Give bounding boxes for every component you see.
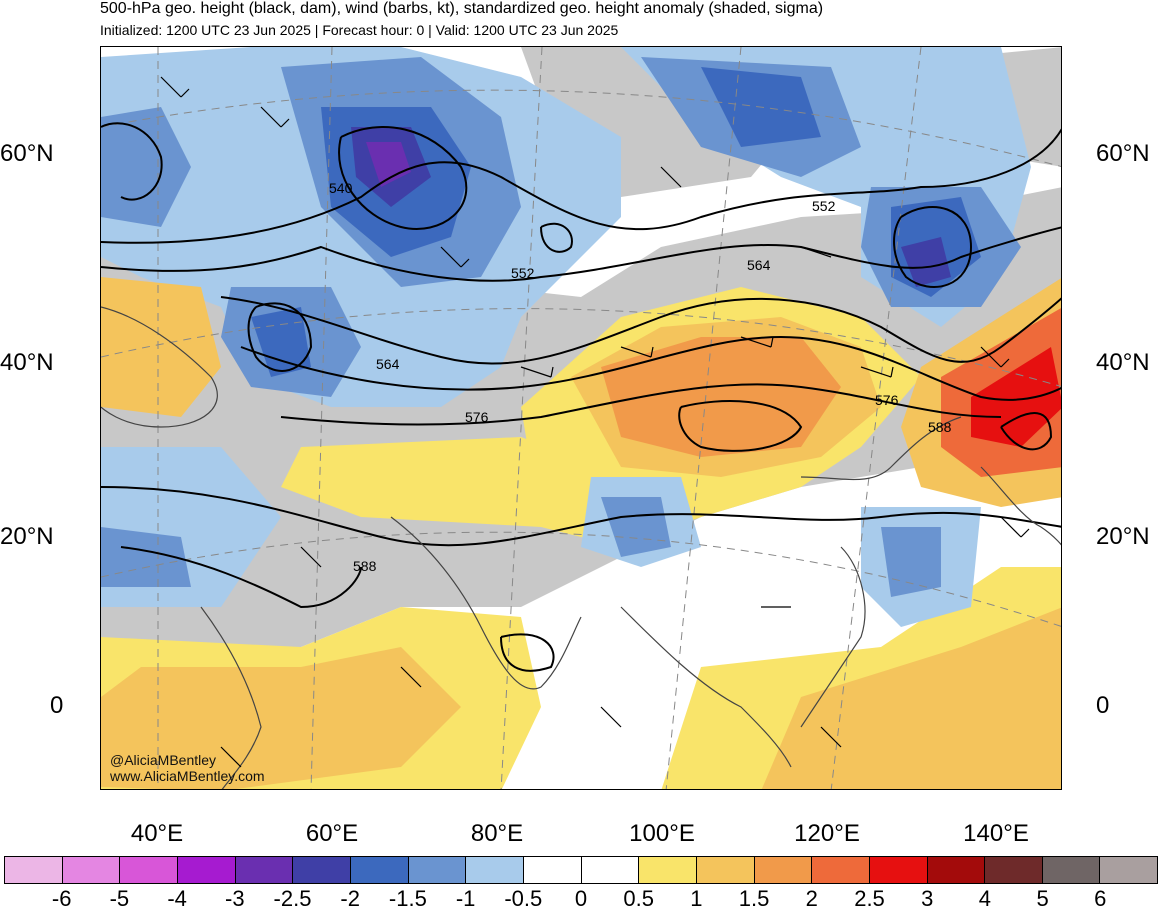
colorbar-tick-label: -0.5: [504, 886, 543, 911]
colorbar-tick-label: 6: [1094, 886, 1107, 911]
lon-label: 140°E: [963, 820, 1029, 847]
contour-label: 564: [747, 257, 771, 273]
lat-label-right: 20°N: [1096, 523, 1150, 550]
colorbar-tick-label: 5: [1036, 886, 1049, 911]
colorbar-swatch: [408, 857, 467, 883]
lon-label: 120°E: [794, 820, 860, 847]
colorbar-swatch: [177, 857, 236, 883]
colorbar-swatch: [927, 857, 986, 883]
colorbar: [4, 856, 1158, 884]
lat-label-right: 0: [1096, 692, 1110, 719]
colorbar-tick-label: -1.5: [388, 886, 427, 911]
colorbar-swatch: [293, 857, 351, 883]
colorbar-tick-label: -3: [225, 886, 245, 911]
colorbar-tick-label: -1: [455, 886, 476, 911]
map-canvas: 540 552 552 564 564 576 576 588 588: [101, 47, 1061, 789]
colorbar-tick-label: -6: [51, 886, 72, 911]
lon-label: 100°E: [629, 820, 695, 847]
credit-url: www.AliciaMBentley.com: [110, 768, 265, 784]
coastlines: [101, 306, 1061, 789]
colorbar-swatch: [754, 857, 813, 883]
contour-label: 552: [511, 265, 535, 281]
colorbar-swatch: [1042, 857, 1101, 883]
colorbar-swatch: [235, 857, 294, 883]
colorbar-swatch: [523, 857, 582, 883]
colorbar-swatch: [466, 857, 524, 883]
colorbar-tick-label: -5: [109, 886, 130, 911]
lat-label-left: 20°N: [0, 523, 54, 550]
colorbar-tick-label: 2.5: [854, 886, 885, 911]
colorbar-swatch: [869, 857, 928, 883]
colorbar-tick-label: 3: [921, 886, 934, 911]
wind-barbs: [160, 76, 1030, 768]
colorbar-swatch: [639, 857, 697, 883]
contour-label: 552: [812, 198, 836, 214]
credit-handle: @AliciaMBentley: [110, 752, 217, 768]
colorbar-tick-label: -2: [340, 886, 360, 911]
lon-label: 80°E: [470, 820, 524, 847]
colorbar-swatch: [350, 857, 409, 883]
colorbar-tick-label: 1: [690, 886, 703, 911]
colorbar-tick-label: -4: [167, 886, 187, 911]
colorbar-tick-label: 0.5: [623, 886, 654, 911]
contour-label: 564: [376, 356, 400, 372]
weather-map[interactable]: 540 552 552 564 564 576 576 588 588: [100, 46, 1062, 790]
colorbar-swatch: [581, 857, 640, 883]
lon-label: 40°E: [130, 820, 184, 847]
lat-label-left: 60°N: [0, 140, 54, 167]
anomaly-shading: [101, 47, 1061, 789]
lat-label-left: 40°N: [0, 349, 54, 376]
colorbar-swatch: [120, 857, 178, 883]
contour-labels: 540 552 552 564 564 576 576 588 588: [329, 180, 952, 574]
colorbar-tick-label: 1.5: [738, 886, 770, 911]
colorbar-swatch: [696, 857, 755, 883]
colorbar-swatch: [1100, 857, 1158, 883]
colorbar-tick-label: -2.5: [273, 886, 312, 911]
contour-label: 576: [465, 409, 489, 425]
lat-label-right: 60°N: [1096, 140, 1150, 167]
colorbar-tick-label: 2: [805, 886, 818, 911]
contour-label: 588: [353, 558, 377, 574]
colorbar-swatch: [812, 857, 870, 883]
colorbar-tick-label: 0: [574, 886, 588, 911]
contour-label: 576: [875, 392, 899, 408]
colorbar-swatch: [62, 857, 121, 883]
lon-label: 60°E: [305, 820, 359, 847]
lat-label-left: 0: [50, 692, 64, 719]
contour-label: 588: [928, 419, 952, 435]
lat-label-right: 40°N: [1096, 349, 1150, 376]
colorbar-swatch: [5, 857, 63, 883]
colorbar-swatch: [985, 857, 1043, 883]
map-title: 500-hPa geo. height (black, dam), wind (…: [100, 0, 824, 17]
contour-label: 540: [329, 180, 353, 196]
map-subtitle: Initialized: 1200 UTC 23 Jun 2025 | Fore…: [100, 22, 619, 38]
colorbar-tick-label: 4: [978, 886, 992, 911]
